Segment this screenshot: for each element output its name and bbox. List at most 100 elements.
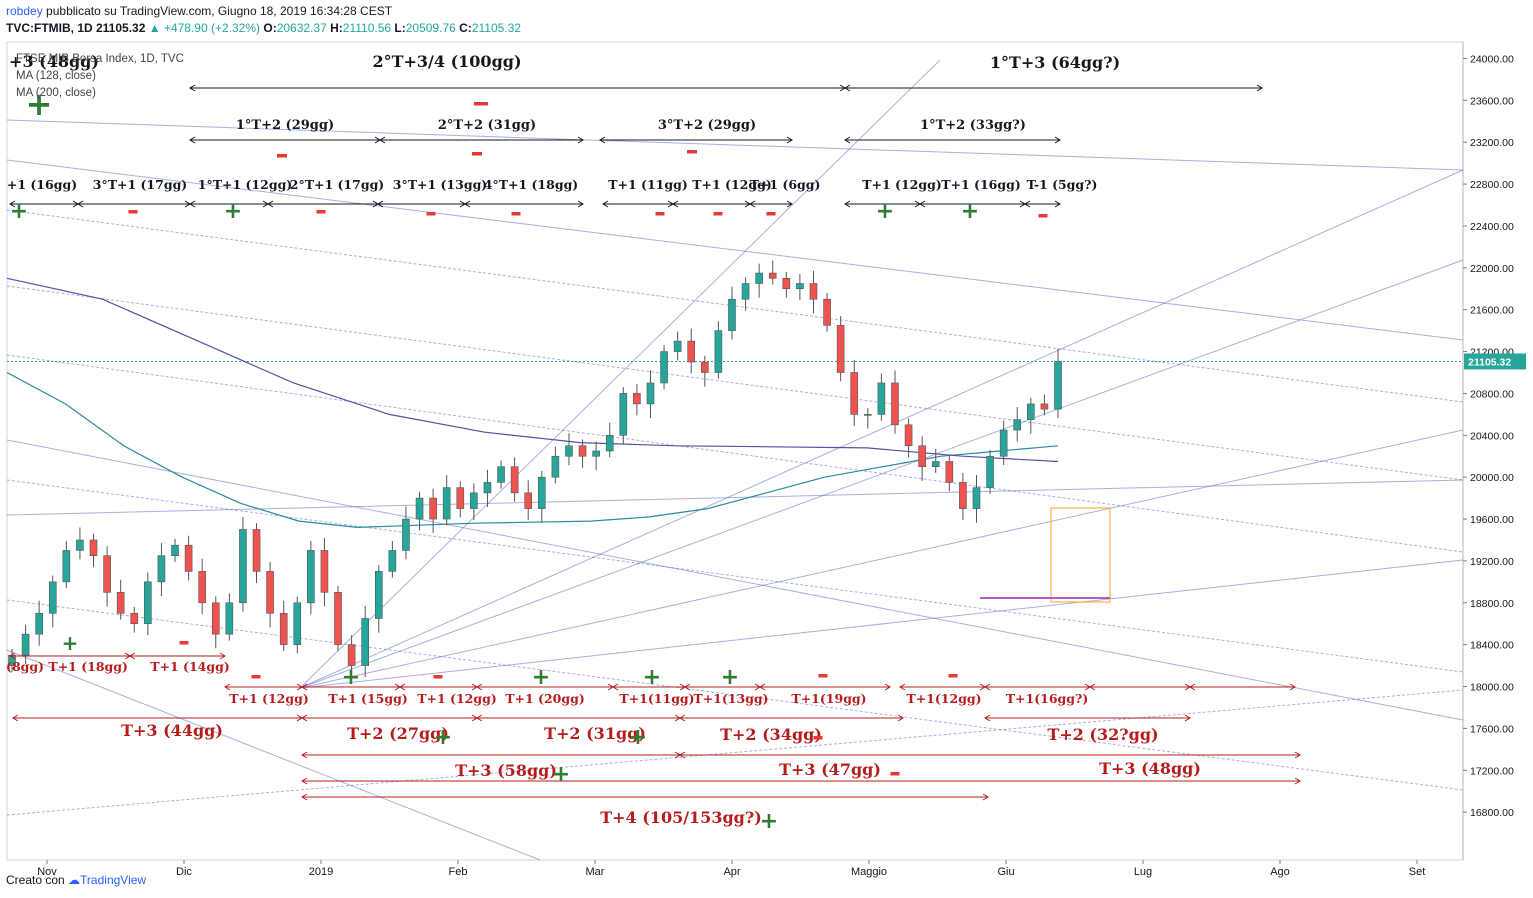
target-box	[1050, 507, 1111, 603]
plus-marker: +	[62, 631, 79, 655]
cycle-label-t1: T+1 (12gg)	[862, 177, 942, 192]
candle-body	[21, 633, 30, 656]
cycle-arrow-low-t2-head	[679, 714, 904, 722]
candle-body	[1027, 403, 1035, 420]
candle-body	[877, 382, 886, 415]
candle-body	[646, 382, 655, 405]
cycle-arrow-t2-head	[379, 136, 584, 144]
plus-marker: +	[434, 725, 452, 750]
x-tick-label: Lug	[1134, 866, 1152, 878]
minus-marker	[818, 674, 828, 678]
cycle-label-t1: T+1 (11gg)	[608, 177, 688, 192]
cycle-label-low-t1b: T+1(11gg)	[619, 691, 694, 706]
candle-body	[918, 445, 926, 468]
minus-marker	[655, 212, 665, 216]
minus-marker	[251, 675, 261, 679]
minus-marker	[687, 150, 697, 154]
plus-marker: +	[552, 762, 570, 787]
cycle-label-low-t4: T+4 (105/153gg?)	[600, 808, 762, 827]
trend-line	[6, 649, 541, 861]
candle-body	[184, 544, 193, 572]
candle-body	[768, 272, 777, 279]
minus-marker	[474, 102, 488, 106]
candle-body	[728, 298, 736, 331]
candle-body	[361, 618, 369, 666]
minus-marker	[511, 212, 521, 216]
cycle-arrow-low-t1b-head	[759, 683, 891, 691]
cycle-label-t2: 3°T+2 (29gg)	[658, 118, 756, 133]
open-value: 20632.37	[276, 21, 327, 35]
cycle-label-low-t1a: T+1 (14gg)	[150, 659, 230, 674]
minus-marker	[813, 736, 823, 740]
minus-marker	[433, 675, 443, 679]
cycle-label-t1: 3°T+1 (13gg)	[393, 177, 487, 192]
candle-body	[565, 445, 573, 457]
trend-line	[6, 689, 1464, 816]
minus-marker	[766, 212, 776, 216]
plus-marker: +	[342, 665, 360, 690]
cycle-arrow-t1-head	[749, 200, 793, 208]
trend-line	[299, 429, 1464, 689]
trend-line	[6, 119, 1464, 171]
candle-body	[701, 361, 709, 373]
cycle-label-t2: 1°T+2 (29gg)	[236, 118, 334, 133]
x-tick-label: Mar	[586, 866, 605, 878]
legend-ma200[interactable]: MA (200, close)	[16, 87, 96, 99]
candle-body	[1013, 419, 1022, 431]
y-tick-label: 20400.00	[1470, 430, 1514, 442]
cycle-label-low-t1b: T+1 (12gg)	[229, 691, 309, 706]
candle-body	[320, 550, 329, 593]
trend-line	[299, 259, 1464, 689]
cycle-label-low-t1b: T+1(13gg)	[693, 691, 768, 706]
cycle-arrow-t2-head	[599, 136, 793, 144]
plus-marker: +	[643, 665, 661, 690]
candle-body	[266, 571, 274, 614]
x-tick-label: Feb	[449, 866, 468, 878]
candle-body	[673, 340, 682, 352]
trend-line	[299, 559, 1464, 689]
y-tick-label: 18000.00	[1470, 682, 1514, 694]
change-value: ▲ +478.90 (+2.32%)	[148, 21, 261, 35]
plus-marker: +	[876, 199, 894, 224]
candle-body	[279, 612, 288, 645]
open-label: O:	[263, 21, 277, 35]
candle-body	[497, 466, 505, 483]
candle-body	[239, 529, 247, 604]
minus-marker	[1038, 214, 1048, 218]
trend-line	[299, 59, 941, 689]
minus-marker	[890, 772, 900, 776]
candle-body	[823, 298, 831, 326]
candle-body	[741, 283, 750, 300]
candle-body	[986, 455, 994, 488]
footer-brand[interactable]: TradingView	[80, 873, 147, 887]
candle-body	[334, 592, 342, 645]
candle-body	[157, 555, 166, 583]
candle-body	[931, 461, 940, 468]
cycle-label-top: 2°T+3/4 (100gg)	[372, 52, 521, 71]
candle-body	[1040, 403, 1049, 410]
candle-body	[374, 571, 383, 619]
candle-body	[687, 340, 696, 363]
minus-marker	[277, 154, 287, 158]
cycle-arrow-t1-head	[464, 200, 584, 208]
legend-series-title[interactable]: FTSE MIB Borsa Index, 1D, TVC	[16, 53, 184, 65]
plus-marker: +	[760, 809, 778, 834]
x-tick-label: Set	[1409, 866, 1426, 878]
y-tick-label: 19200.00	[1470, 556, 1514, 568]
y-tick-label: 19600.00	[1470, 514, 1514, 526]
candle-body	[959, 482, 967, 509]
candle-body	[592, 450, 600, 457]
candle-body	[171, 544, 179, 556]
close-label: C:	[459, 21, 472, 35]
legend-ma128[interactable]: MA (128, close)	[16, 70, 96, 82]
candle-body	[470, 492, 478, 509]
author-link[interactable]: robdey	[6, 4, 43, 18]
cycle-label-t1: T-1 (5gg?)	[1027, 177, 1098, 192]
trend-line	[299, 169, 1464, 689]
x-tick-label: Dic	[176, 866, 192, 878]
candle-body	[293, 602, 302, 645]
candle-body	[130, 612, 139, 625]
cycle-label-t2: 2°T+2 (31gg)	[438, 118, 536, 133]
candle-body	[972, 487, 981, 509]
